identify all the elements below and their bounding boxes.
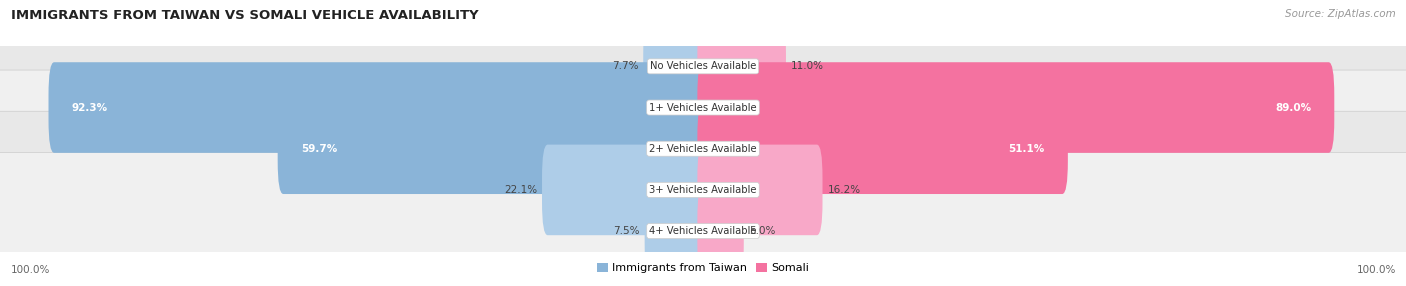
FancyBboxPatch shape (697, 62, 1334, 153)
Text: IMMIGRANTS FROM TAIWAN VS SOMALI VEHICLE AVAILABILITY: IMMIGRANTS FROM TAIWAN VS SOMALI VEHICLE… (11, 9, 479, 21)
Text: 100.0%: 100.0% (11, 265, 51, 275)
Text: Source: ZipAtlas.com: Source: ZipAtlas.com (1285, 9, 1396, 19)
Text: 92.3%: 92.3% (72, 103, 108, 112)
FancyBboxPatch shape (697, 21, 786, 112)
FancyBboxPatch shape (644, 21, 709, 112)
Text: 16.2%: 16.2% (827, 185, 860, 195)
Legend: Immigrants from Taiwan, Somali: Immigrants from Taiwan, Somali (592, 258, 814, 278)
Text: 51.1%: 51.1% (1008, 144, 1045, 154)
Text: 7.5%: 7.5% (613, 226, 640, 236)
FancyBboxPatch shape (0, 111, 1406, 269)
FancyBboxPatch shape (49, 62, 709, 153)
FancyBboxPatch shape (697, 145, 823, 235)
Text: 7.7%: 7.7% (612, 61, 638, 71)
Text: 11.0%: 11.0% (790, 61, 824, 71)
FancyBboxPatch shape (697, 104, 1069, 194)
FancyBboxPatch shape (644, 186, 709, 276)
FancyBboxPatch shape (0, 29, 1406, 186)
Text: No Vehicles Available: No Vehicles Available (650, 61, 756, 71)
Text: 3+ Vehicles Available: 3+ Vehicles Available (650, 185, 756, 195)
FancyBboxPatch shape (541, 145, 709, 235)
FancyBboxPatch shape (0, 0, 1406, 145)
Text: 22.1%: 22.1% (503, 185, 537, 195)
Text: 59.7%: 59.7% (301, 144, 337, 154)
Text: 1+ Vehicles Available: 1+ Vehicles Available (650, 103, 756, 112)
Text: 2+ Vehicles Available: 2+ Vehicles Available (650, 144, 756, 154)
Text: 4+ Vehicles Available: 4+ Vehicles Available (650, 226, 756, 236)
FancyBboxPatch shape (0, 70, 1406, 227)
FancyBboxPatch shape (697, 186, 744, 276)
Text: 100.0%: 100.0% (1357, 265, 1396, 275)
FancyBboxPatch shape (0, 152, 1406, 286)
Text: 5.0%: 5.0% (749, 226, 775, 236)
Text: 89.0%: 89.0% (1275, 103, 1312, 112)
FancyBboxPatch shape (278, 104, 709, 194)
